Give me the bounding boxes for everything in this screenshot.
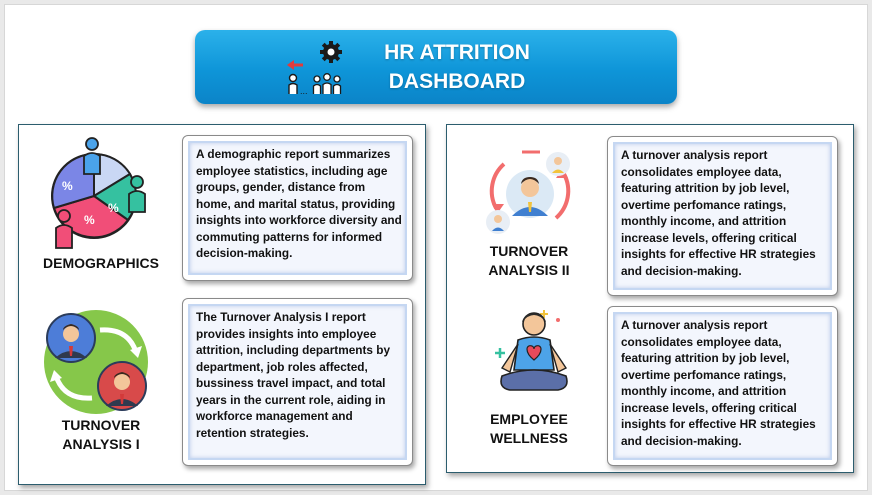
demographics-description: A demographic report summarizes employee…	[188, 141, 407, 275]
turnover2-label-line2: ANALYSIS II	[488, 262, 570, 278]
turnover2-label: TURNOVER ANALYSIS II	[466, 242, 592, 280]
demographics-card: A demographic report summarizes employee…	[182, 135, 413, 281]
hr-attrition-icon: ...	[287, 41, 342, 96]
turnover2-card: A turnover analysis report consolidates …	[607, 136, 838, 296]
turnover1-card: The Turnover Analysis I report provides …	[182, 298, 413, 466]
turnover2-label-line1: TURNOVER	[489, 243, 569, 259]
meditation-wellness-icon	[495, 310, 568, 391]
wellness-label-line1: EMPLOYEE	[490, 411, 568, 427]
demographics-label: DEMOGRAPHICS	[43, 255, 159, 271]
turnover1-description: The Turnover Analysis I report provides …	[188, 304, 407, 460]
turnover1-label-line2: ANALYSIS I	[62, 436, 140, 452]
wellness-description: A turnover analysis report consolidates …	[613, 312, 832, 460]
turnover-cycle-icon	[44, 310, 148, 414]
wellness-label: EMPLOYEE WELLNESS	[466, 410, 592, 448]
header-banner: ... HR ATTRITION DASHBOARD	[195, 30, 677, 104]
wellness-label-line2: WELLNESS	[490, 430, 568, 446]
title-line-2: DASHBOARD	[388, 70, 526, 93]
page-title: HR ATTRITION DASHBOARD	[357, 38, 557, 96]
employee-rotation-icon	[486, 150, 571, 234]
turnover1-label: TURNOVER ANALYSIS I	[34, 416, 168, 454]
svg-text:%: %	[84, 213, 95, 227]
svg-text:%: %	[62, 179, 73, 193]
turnover1-label-line1: TURNOVER	[61, 417, 141, 433]
demographics-pie-icon: % % %	[51, 137, 146, 249]
turnover2-description: A turnover analysis report consolidates …	[613, 142, 832, 290]
svg-text:%: %	[108, 201, 119, 215]
svg-text:...: ...	[300, 86, 308, 96]
wellness-card: A turnover analysis report consolidates …	[607, 306, 838, 466]
title-line-1: HR ATTRITION	[384, 41, 530, 64]
